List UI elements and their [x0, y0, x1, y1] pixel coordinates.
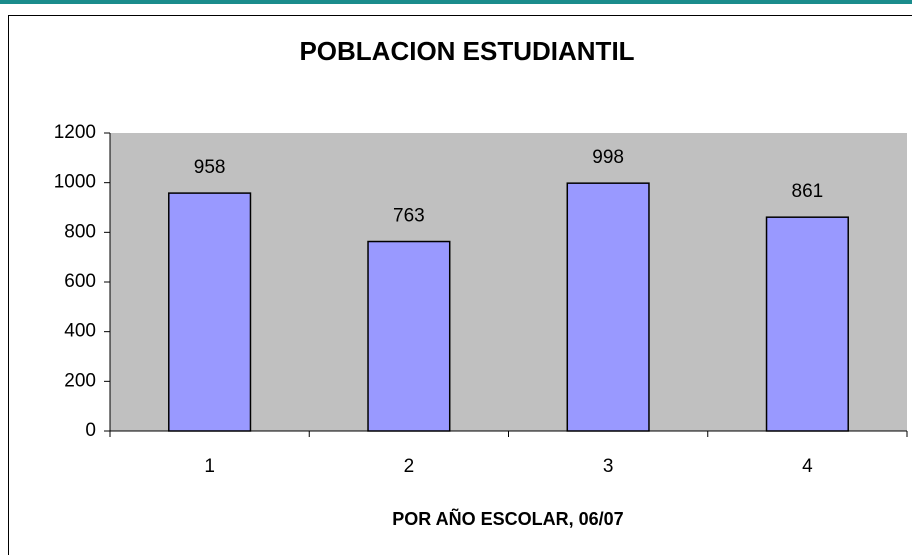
x-tick-label: 2 [404, 456, 415, 477]
bar [566, 182, 650, 432]
x-tick-label: 3 [603, 456, 614, 477]
y-tick-label: 1000 [54, 172, 96, 193]
bar [765, 216, 849, 432]
y-tick-label: 0 [85, 420, 96, 441]
data-label: 998 [592, 147, 624, 168]
y-tick-label: 800 [64, 221, 96, 242]
bar [168, 192, 252, 432]
data-label: 763 [393, 206, 425, 227]
data-label: 861 [792, 181, 824, 202]
y-tick-label: 600 [64, 271, 96, 292]
x-tick-label: 4 [802, 456, 813, 477]
x-tick-label: 1 [204, 456, 215, 477]
data-label: 958 [194, 157, 226, 178]
y-tick-label: 200 [64, 370, 96, 391]
y-tick-label: 400 [64, 321, 96, 342]
bar [367, 240, 451, 432]
y-tick-label: 1200 [54, 122, 96, 143]
chart-title: POBLACION ESTUDIANTIL [299, 36, 634, 66]
window-edge [0, 0, 912, 4]
x-axis-label: POR AÑO ESCOLAR, 06/07 [392, 508, 623, 529]
